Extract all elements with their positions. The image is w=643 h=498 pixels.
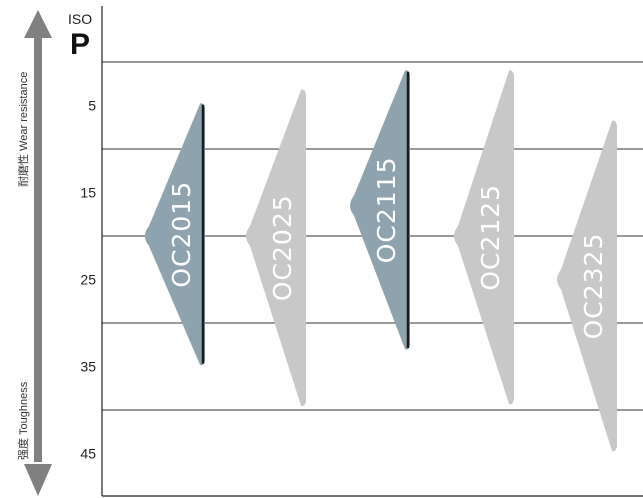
grade-shape-oc2125 <box>454 70 514 405</box>
grade-shape-oc2025 <box>246 89 306 407</box>
y-tick-label: 5 <box>88 98 96 114</box>
group-label: P <box>70 28 90 61</box>
y-tick-label: 45 <box>80 446 96 462</box>
wear-resistance-label: 耐磨性 Wear resistance <box>16 72 30 187</box>
grade-shape-oc2325 <box>557 120 617 452</box>
grade-shape-oc2015 <box>145 103 205 366</box>
grade-label-oc2325: OC2325 <box>579 233 608 340</box>
grade-shape-oc2115 <box>350 70 410 350</box>
grade-shapes: OC2015 OC2025 OC2115 OC2125 OC2325 <box>145 70 617 452</box>
iso-label: ISO <box>68 11 92 27</box>
grade-label-oc2115: OC2115 <box>372 157 401 264</box>
grade-label-oc2125: OC2125 <box>476 184 505 291</box>
y-tick-label: 35 <box>80 359 96 375</box>
arrow-down-head <box>24 464 52 496</box>
toughness-label: 强度 Toughness <box>16 381 30 460</box>
y-tick-labels: 5 15 25 35 45 <box>80 98 96 462</box>
grade-label-oc2025: OC2025 <box>268 194 297 301</box>
y-tick-label: 15 <box>80 185 96 201</box>
arrow-up-head <box>24 10 52 38</box>
wear-toughness-arrow <box>24 10 52 496</box>
grade-label-oc2015: OC2015 <box>167 181 196 288</box>
arrow-shaft <box>34 36 42 462</box>
y-tick-label: 25 <box>80 272 96 288</box>
